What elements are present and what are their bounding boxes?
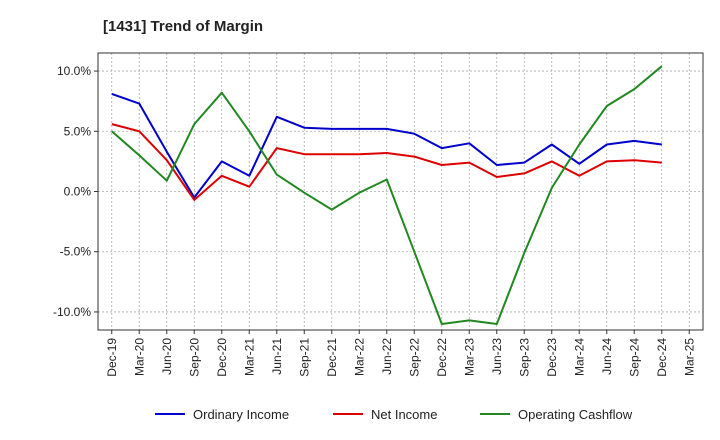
x-tick-label: Mar-20 xyxy=(132,338,146,376)
x-tick-label: Dec-23 xyxy=(545,338,559,377)
chart-title: [1431] Trend of Margin xyxy=(103,18,263,35)
x-tick-label: Mar-25 xyxy=(682,338,696,376)
legend-label-net-income: Net Income xyxy=(371,407,437,422)
x-tick-label: Sep-22 xyxy=(407,338,421,377)
legend: Ordinary Income Net Income Operating Cashf… xyxy=(155,407,633,422)
legend-label-operating-cashflow: Operating Cashflow xyxy=(518,407,633,422)
series-line-net-income xyxy=(111,123,662,201)
series-line-operating-cashflow xyxy=(111,65,663,325)
x-tick-label: Jun-24 xyxy=(600,338,614,375)
x-tick-label: Sep-21 xyxy=(297,338,311,377)
x-tick-label: Jun-20 xyxy=(160,338,174,375)
x-tick-label: Sep-23 xyxy=(517,338,531,377)
y-tick-label: -5.0% xyxy=(60,245,92,259)
y-tick-label: 5.0% xyxy=(64,124,92,138)
y-tick-label: 0.0% xyxy=(64,185,92,199)
x-tick-label: Jun-23 xyxy=(490,338,504,375)
x-tick-label: Mar-24 xyxy=(572,338,586,376)
x-tick-label: Dec-21 xyxy=(325,338,339,377)
x-tick-label: Sep-20 xyxy=(187,338,201,377)
x-tick-label: Dec-24 xyxy=(655,338,669,377)
x-tick-label: Jun-22 xyxy=(380,338,394,375)
x-tick-label: Dec-19 xyxy=(105,338,119,377)
x-tick-label: Mar-22 xyxy=(352,338,366,376)
series-lines xyxy=(111,65,663,325)
x-tick-label: Mar-21 xyxy=(242,338,256,376)
y-tick-label: -10.0% xyxy=(53,305,91,319)
x-tick-label: Jun-21 xyxy=(270,338,284,375)
x-axis-ticks: Dec-19 Mar-20 Jun-20 Sep-20 Dec-20 Mar-21 Jun-… xyxy=(105,330,696,377)
x-tick-label: Dec-20 xyxy=(215,338,229,377)
x-tick-label: Mar-23 xyxy=(462,338,476,376)
x-tick-label: Sep-24 xyxy=(627,338,641,377)
y-tick-label: 10.0% xyxy=(57,64,91,78)
x-tick-label: Dec-22 xyxy=(435,338,449,377)
legend-label-ordinary-income: Ordinary Income xyxy=(193,407,289,422)
y-axis-ticks: 10.0% 5.0% 0.0% -5.0% -10.0% xyxy=(53,64,98,319)
